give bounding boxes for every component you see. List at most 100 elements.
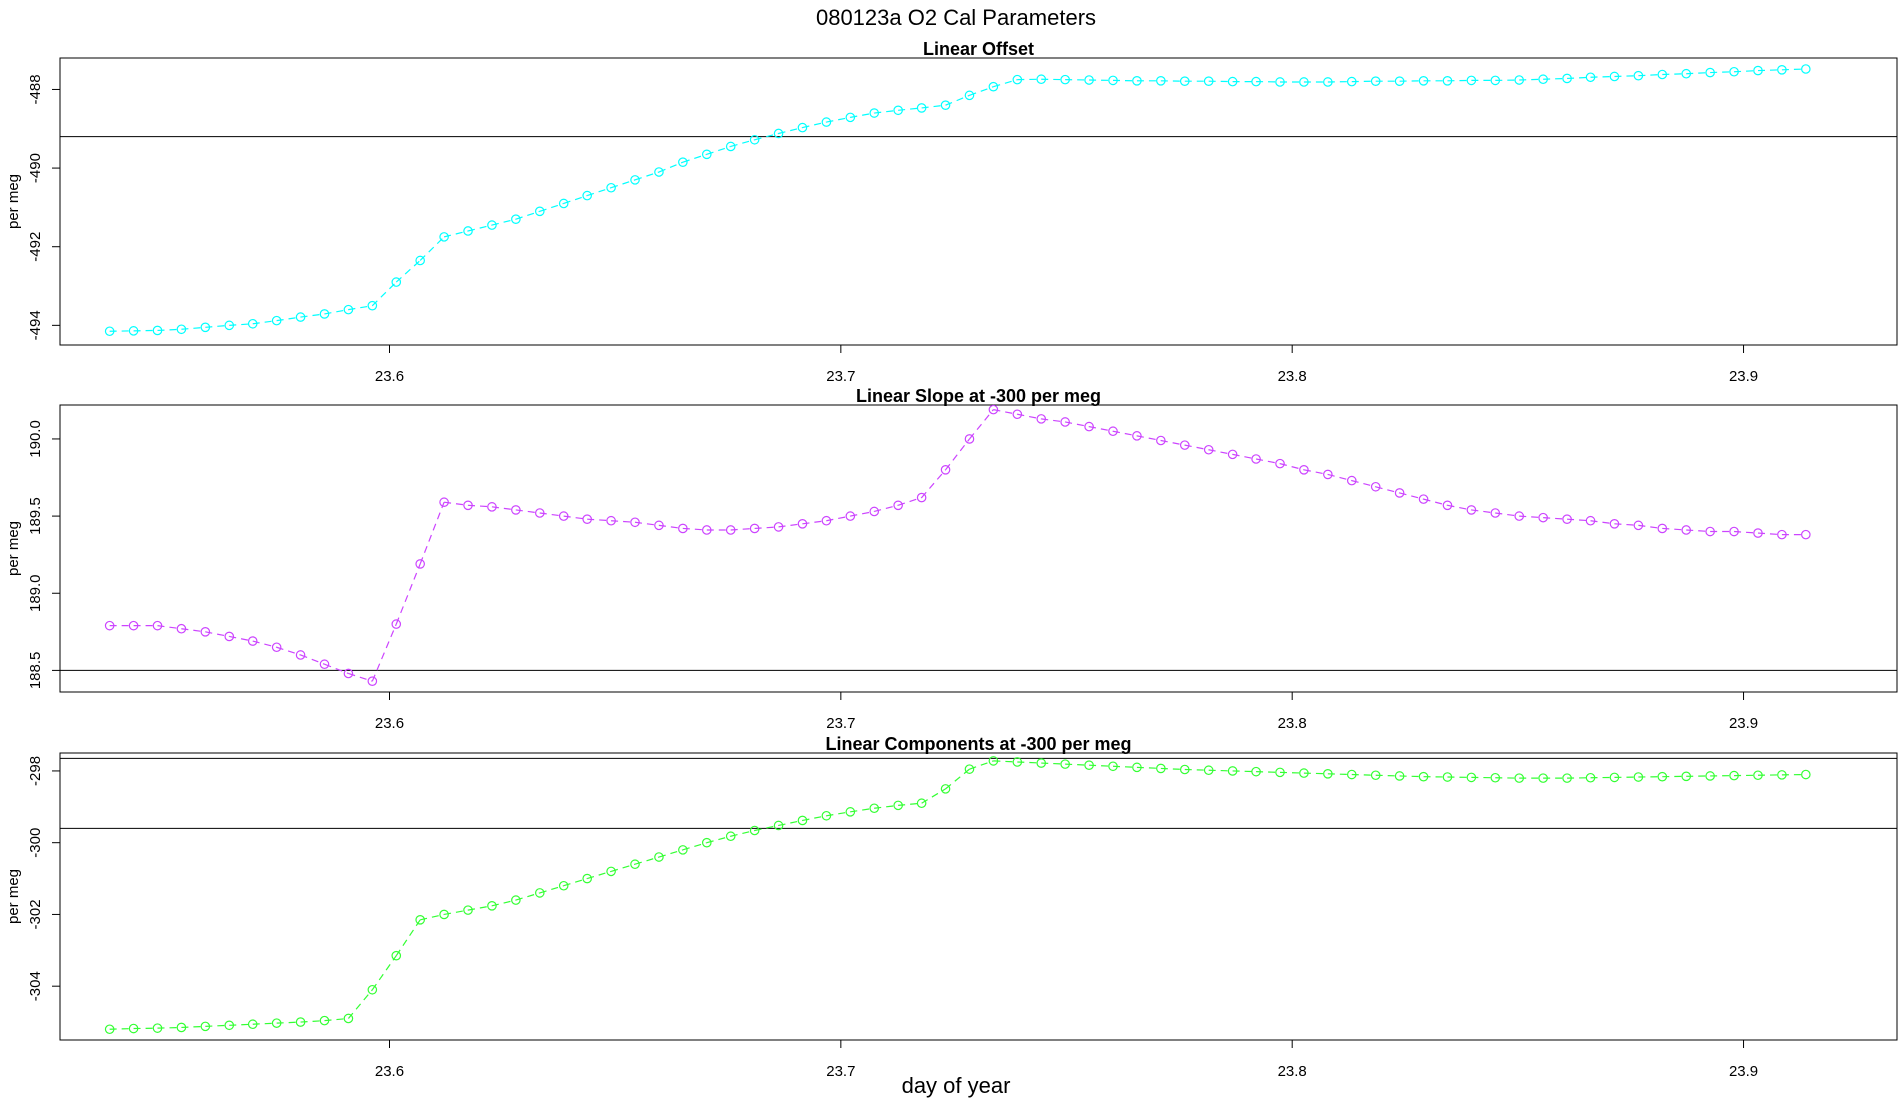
- data-point: [893, 500, 903, 511]
- data-point: [487, 220, 497, 230]
- series-segment: [371, 623, 397, 682]
- data-point: [1514, 511, 1525, 521]
- panel-title: Linear Components at -300 per meg: [825, 734, 1131, 754]
- data-point: [773, 820, 784, 831]
- panel-3: Linear Components at -300 per meg per meg…: [5, 734, 1898, 1080]
- data-point: [271, 315, 282, 326]
- data-point: [1084, 421, 1094, 432]
- series-segment: [921, 469, 947, 498]
- data-point: [104, 326, 115, 337]
- data-point: [152, 620, 163, 631]
- data-point: [940, 465, 951, 475]
- data-point: [1729, 66, 1739, 77]
- data-point: [1012, 409, 1023, 420]
- data-point: [128, 620, 139, 631]
- data-point: [725, 831, 736, 842]
- data-point: [654, 520, 664, 531]
- chart-title: 080123a O2 Cal Parameters: [816, 5, 1096, 30]
- data-point: [869, 803, 880, 814]
- data-point: [701, 149, 712, 160]
- data-point: [1585, 772, 1596, 783]
- data-point: [415, 255, 425, 266]
- data-point: [797, 815, 808, 826]
- data-point: [1777, 64, 1787, 75]
- data-point: [247, 318, 258, 329]
- x-tick-label: 23.9: [1729, 368, 1758, 385]
- data-point: [916, 103, 927, 113]
- data-point: [1108, 761, 1118, 772]
- y-axis-label: per meg: [5, 521, 22, 576]
- x-tick-label: 23.8: [1278, 368, 1307, 385]
- data-point: [1633, 70, 1644, 81]
- data-point: [1323, 769, 1333, 779]
- data-point: [773, 128, 784, 139]
- data-point: [1585, 72, 1596, 83]
- data-point: [1753, 528, 1763, 538]
- data-point: [1514, 773, 1525, 783]
- data-point: [1609, 519, 1620, 529]
- data-point: [893, 105, 903, 116]
- data-point: [1227, 76, 1238, 87]
- series-segment: [347, 989, 373, 1019]
- panel-title: Linear Slope at -300 per meg: [856, 386, 1101, 406]
- y-tick-label: -302: [27, 899, 44, 929]
- data-point: [582, 873, 592, 884]
- x-tick-label: 23.6: [375, 1063, 404, 1080]
- data-point: [1394, 771, 1405, 781]
- series-segment: [419, 236, 445, 261]
- data-point: [1705, 526, 1715, 537]
- data-point: [678, 157, 688, 167]
- data-point: [1657, 69, 1668, 80]
- data-point: [558, 511, 569, 521]
- data-point: [1753, 770, 1763, 781]
- data-point: [1538, 512, 1548, 523]
- data-point: [1203, 765, 1214, 776]
- data-point: [1418, 76, 1429, 86]
- data-point: [1681, 68, 1692, 79]
- data-point: [1801, 529, 1811, 540]
- data-point: [606, 182, 616, 193]
- data-point: [1753, 65, 1763, 76]
- data-point: [1227, 766, 1238, 776]
- data-point: [295, 312, 306, 322]
- data-point: [964, 434, 975, 444]
- data-point: [1036, 74, 1047, 85]
- y-axis-label: per meg: [5, 174, 22, 229]
- data-point: [1060, 417, 1070, 427]
- y-tick-label: 188.5: [27, 652, 44, 690]
- data-point: [701, 525, 712, 535]
- data-point: [821, 810, 832, 821]
- data-point: [1108, 75, 1118, 86]
- data-point: [1609, 71, 1620, 82]
- data-point: [1633, 520, 1644, 531]
- series-segment: [945, 768, 970, 790]
- data-point: [439, 497, 449, 508]
- data-point: [725, 525, 736, 535]
- data-point: [773, 522, 784, 532]
- data-point: [701, 837, 712, 848]
- data-point: [1323, 77, 1333, 87]
- x-tick-label: 23.9: [1729, 715, 1758, 732]
- data-point: [1705, 67, 1715, 78]
- data-point: [391, 277, 402, 287]
- series-segment: [395, 260, 421, 283]
- data-point: [1657, 523, 1668, 534]
- data-point: [1681, 771, 1692, 782]
- data-point: [964, 764, 975, 774]
- data-point: [821, 117, 832, 127]
- data-point: [439, 232, 449, 242]
- data-point: [1132, 431, 1142, 441]
- data-point: [415, 559, 425, 569]
- x-tick-label: 23.7: [826, 368, 855, 385]
- data-point: [606, 515, 616, 526]
- data-point: [224, 631, 235, 642]
- y-tick-label: -494: [27, 310, 44, 340]
- data-point: [1514, 75, 1525, 85]
- data-point: [247, 636, 258, 646]
- data-point: [1275, 77, 1285, 87]
- data-point: [654, 852, 664, 862]
- data-point: [295, 650, 306, 660]
- series-segment: [945, 438, 970, 471]
- data-point: [1132, 76, 1142, 86]
